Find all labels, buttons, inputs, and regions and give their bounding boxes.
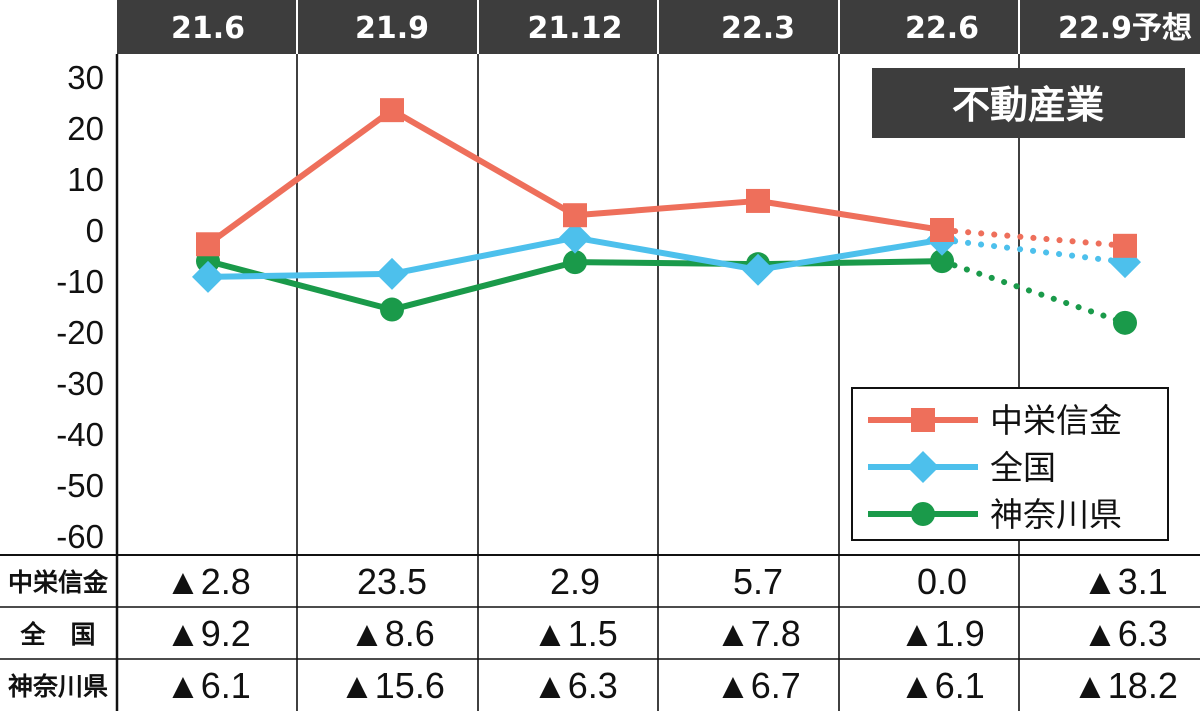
y-tick-label: 30	[67, 59, 104, 96]
table-cell: ▲6.3	[1082, 613, 1168, 654]
table-cell: ▲8.6	[349, 613, 435, 654]
period-header: 22.6	[905, 11, 979, 46]
legend-swatch-marker	[907, 451, 939, 483]
data-point-marker	[380, 297, 404, 322]
y-tick-label: -10	[56, 263, 104, 300]
table-row-label: 中栄信金	[8, 568, 109, 597]
table-cell: ▲15.6	[339, 665, 445, 706]
data-point-marker	[1113, 233, 1137, 258]
period-header: 21.9	[355, 11, 429, 46]
period-header: 21.6	[171, 11, 245, 46]
data-point-marker	[559, 221, 591, 254]
legend-label: 神奈川県	[990, 495, 1122, 534]
table-cell: ▲1.5	[532, 613, 618, 654]
table-cell: ▲7.8	[715, 613, 801, 654]
y-tick-label: -40	[56, 416, 104, 453]
chart-title-box	[872, 68, 1185, 138]
series-0	[196, 98, 1137, 258]
table-cell: 2.9	[550, 561, 600, 602]
data-point-marker	[563, 250, 587, 275]
legend-label: 全国	[990, 448, 1056, 487]
table-cell: ▲6.3	[532, 665, 618, 706]
table-cell: ▲3.1	[1082, 561, 1168, 602]
data-point-marker	[930, 218, 954, 242]
table-row-label: 神奈川県	[8, 672, 108, 701]
table-cell: 5.7	[733, 561, 783, 602]
table-cell: 0.0	[917, 561, 967, 602]
legend-label: 中栄信金	[990, 401, 1122, 440]
legend-swatch-marker	[911, 502, 935, 526]
y-tick-label: -30	[56, 365, 104, 402]
data-point-marker	[196, 232, 220, 257]
table-cell: ▲1.9	[899, 613, 985, 654]
data-point-marker	[1113, 310, 1137, 335]
series-forecast-line	[939, 236, 1128, 266]
table-cell: ▲2.8	[165, 561, 251, 602]
period-header: 21.12	[528, 11, 623, 46]
table-cell: ▲18.2	[1072, 665, 1178, 706]
y-tick-label: 10	[67, 161, 104, 198]
series-1	[192, 221, 1141, 293]
table-cell: ▲9.2	[165, 613, 251, 654]
table-cell: ▲6.7	[715, 665, 801, 706]
period-header: 22.9予想	[1058, 11, 1192, 46]
data-point-marker	[563, 203, 587, 228]
y-tick-label: -60	[56, 518, 104, 555]
table-cell: 23.5	[357, 561, 427, 602]
data-point-marker	[376, 257, 408, 290]
table-cell: ▲6.1	[165, 665, 251, 706]
table-row-label: 全 国	[19, 620, 95, 649]
y-tick-label: 0	[86, 212, 104, 249]
table-cell: ▲6.1	[899, 665, 985, 706]
chart-title: 不動産業	[952, 83, 1104, 127]
series-forecast-line	[939, 227, 1128, 249]
y-tick-label: 20	[67, 110, 104, 147]
data-point-marker	[742, 253, 774, 286]
series-2	[196, 249, 1137, 335]
period-header: 22.3	[721, 11, 795, 46]
series-forecast-line	[939, 258, 1128, 326]
y-tick-label: -50	[56, 467, 104, 504]
y-tick-label: -20	[56, 314, 104, 351]
legend-swatch-marker	[911, 408, 935, 432]
data-point-marker	[930, 249, 954, 274]
data-point-marker	[746, 188, 770, 213]
data-point-marker	[380, 98, 404, 123]
data-point-marker	[192, 260, 224, 293]
